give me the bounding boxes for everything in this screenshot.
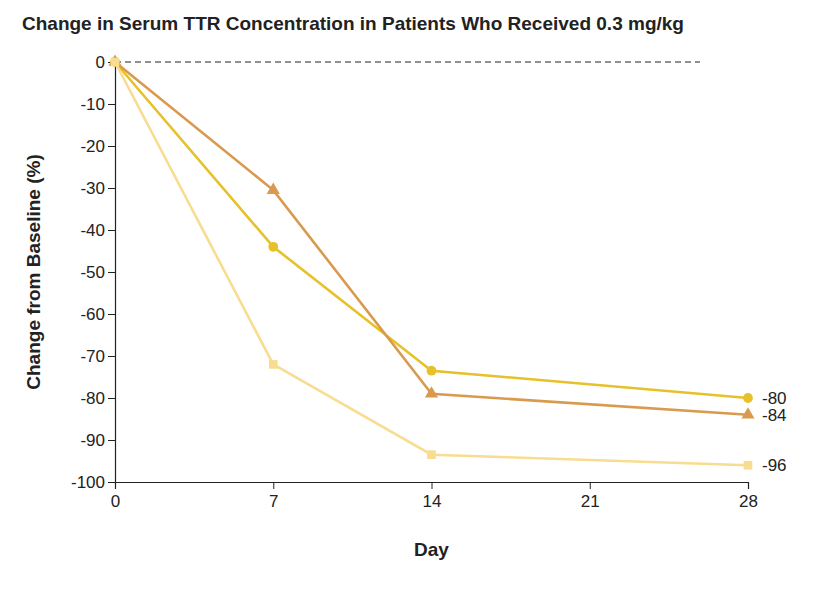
chart: Change in Serum TTR Concentration in Pat… bbox=[0, 0, 839, 589]
x-tick: 0 bbox=[111, 482, 120, 511]
x-tick-label: 21 bbox=[581, 492, 600, 511]
y-tick: -100 bbox=[71, 473, 115, 492]
y-tick-label: -90 bbox=[80, 431, 105, 450]
y-tick-label: -60 bbox=[80, 305, 105, 324]
series-marker bbox=[743, 393, 753, 403]
y-tick: -60 bbox=[80, 305, 115, 324]
y-tick: -80 bbox=[80, 389, 115, 408]
y-tick-mark bbox=[108, 146, 115, 147]
series-line bbox=[115, 62, 748, 415]
data-label: -96 bbox=[762, 456, 787, 475]
y-tick: -10 bbox=[80, 95, 115, 114]
series-line bbox=[115, 62, 748, 465]
y-tick-label: -40 bbox=[80, 221, 105, 240]
series-marker bbox=[111, 58, 120, 67]
y-tick-label: -30 bbox=[80, 179, 105, 198]
y-tick-label: -50 bbox=[80, 263, 105, 282]
series-marker bbox=[268, 242, 278, 252]
x-axis-title: Day bbox=[414, 539, 449, 560]
series-marker bbox=[110, 57, 120, 67]
y-tick: -30 bbox=[80, 179, 115, 198]
x-tick-label: 0 bbox=[111, 492, 120, 511]
data-labels: -80-84-96 bbox=[762, 389, 787, 475]
y-tick-label: 0 bbox=[96, 53, 105, 72]
series-marker bbox=[267, 183, 280, 194]
series-marker bbox=[269, 360, 278, 369]
y-tick: -70 bbox=[80, 347, 115, 366]
x-tick-label: 14 bbox=[423, 492, 442, 511]
y-tick-mark bbox=[108, 398, 115, 399]
y-tick-mark bbox=[108, 230, 115, 231]
y-tick-label: -10 bbox=[80, 95, 105, 114]
y-tick-label: -20 bbox=[80, 137, 105, 156]
series-group bbox=[108, 54, 754, 469]
x-tick-mark bbox=[432, 482, 433, 489]
x-tick-mark bbox=[748, 482, 749, 489]
x-tick: 21 bbox=[581, 482, 600, 511]
y-axis-title: Change from Baseline (%) bbox=[23, 154, 44, 389]
y-tick-mark bbox=[108, 482, 115, 483]
x-tick-mark bbox=[590, 482, 591, 489]
y-tick: -20 bbox=[80, 137, 115, 156]
y-axis-line bbox=[108, 63, 116, 483]
y-tick-mark bbox=[108, 356, 115, 357]
y-tick: -50 bbox=[80, 263, 115, 282]
x-axis-line bbox=[116, 483, 749, 490]
data-label: -84 bbox=[762, 406, 787, 425]
y-tick-mark bbox=[108, 314, 115, 315]
series-marker bbox=[108, 54, 121, 65]
y-axis: 0 -10 -20 -30 -40 -50 -60 -70 -80 -90 -100 bbox=[71, 53, 116, 492]
series-marker bbox=[427, 366, 437, 376]
x-tick: 28 bbox=[739, 482, 758, 511]
series-line bbox=[115, 62, 748, 398]
x-tick-label: 7 bbox=[269, 492, 278, 511]
series-marker bbox=[744, 461, 753, 470]
y-tick: -90 bbox=[80, 431, 115, 450]
y-tick: -40 bbox=[80, 221, 115, 240]
y-tick-label: -100 bbox=[71, 473, 105, 492]
y-tick-mark bbox=[108, 104, 115, 105]
reference-line bbox=[115, 61, 700, 62]
y-tick-label: -80 bbox=[80, 389, 105, 408]
x-tick: 7 bbox=[269, 482, 278, 511]
x-tick-mark bbox=[273, 482, 274, 489]
series-marker bbox=[425, 386, 438, 397]
title: Change in Serum TTR Concentration in Pat… bbox=[22, 13, 684, 34]
series-marker bbox=[741, 407, 754, 418]
x-tick: 14 bbox=[423, 482, 442, 511]
series-marker bbox=[427, 450, 436, 459]
x-tick-label: 28 bbox=[739, 492, 758, 511]
y-tick-mark bbox=[108, 188, 115, 189]
y-tick-mark bbox=[108, 272, 115, 273]
y-tick-mark bbox=[108, 440, 115, 441]
x-axis: 0 7 14 21 28 bbox=[111, 482, 758, 511]
plot: 0 7 14 21 28 0 -10 -20 -30 -40 -50 -60 -70 -80 -90 -100… bbox=[71, 53, 787, 511]
y-tick-label: -70 bbox=[80, 347, 105, 366]
